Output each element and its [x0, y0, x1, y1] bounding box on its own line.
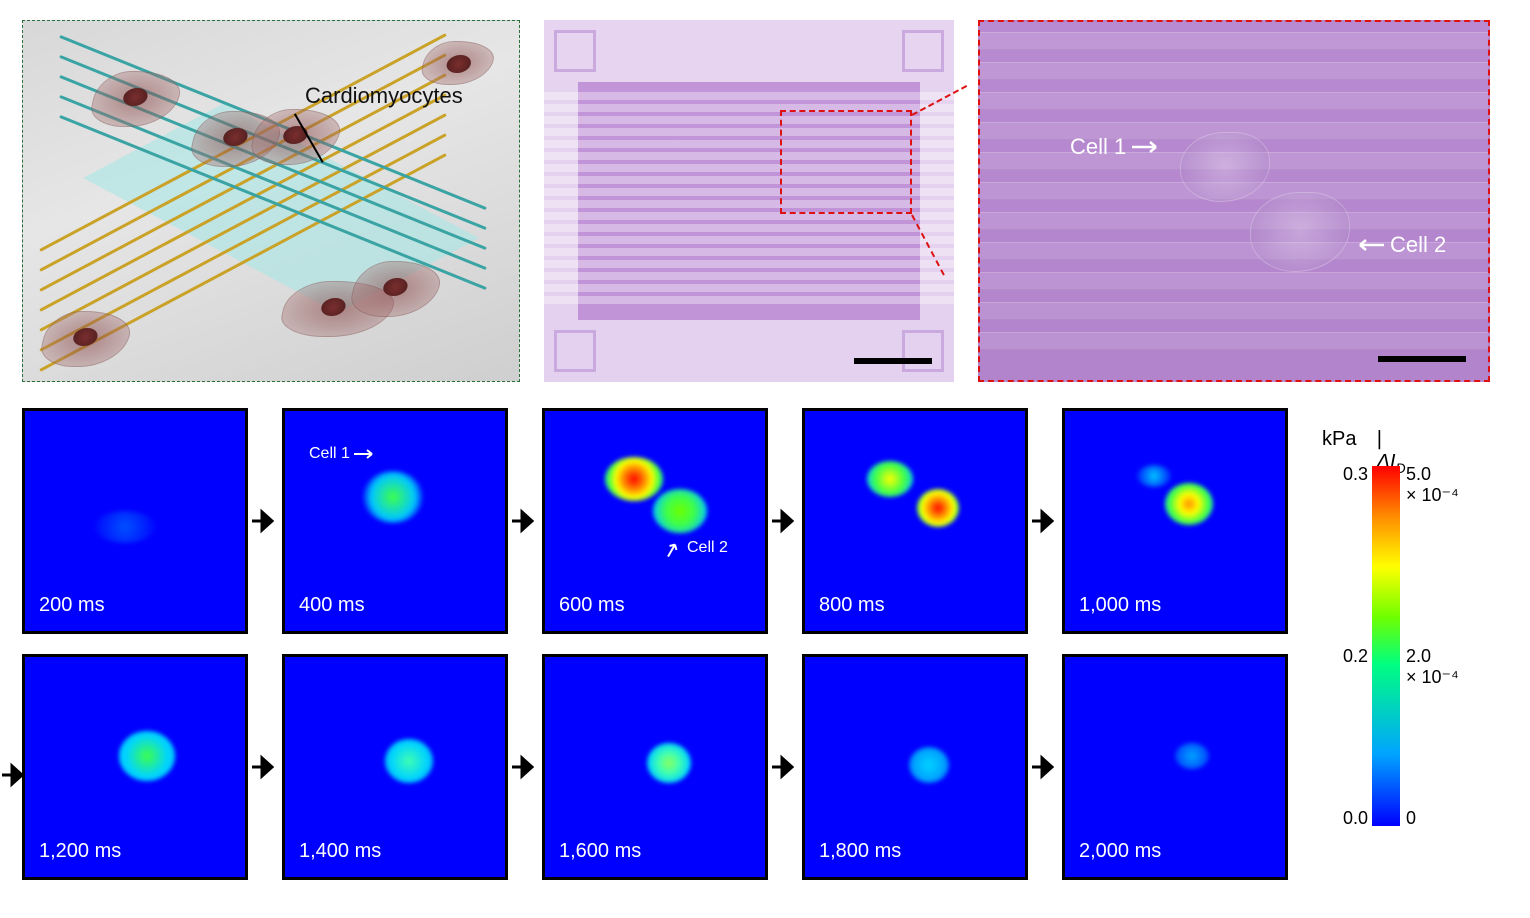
sequence-arrow [248, 506, 282, 536]
scalebar [1378, 356, 1466, 362]
cell1-text: Cell 1 [309, 445, 350, 463]
time-label: 400 ms [299, 594, 365, 617]
arrow-right-icon [510, 752, 540, 782]
signal-spot [909, 747, 949, 783]
time-label: 1,400 ms [299, 840, 381, 863]
arrow-icon [1132, 138, 1166, 156]
time-label: 1,000 ms [1079, 594, 1161, 617]
sequence-arrow [508, 752, 542, 782]
colorbar-gradient [1372, 466, 1400, 826]
arrow-icon [1350, 236, 1384, 254]
tick-exp: × 10⁻⁴ [1406, 667, 1459, 687]
alignment-marker [902, 30, 944, 72]
arrow-right-icon [250, 752, 280, 782]
frame-600ms: Cell 2 600 ms [542, 408, 768, 634]
signal-spot [647, 743, 691, 783]
top-row: Cardiomyocytes /* lines generated below … [22, 20, 1508, 382]
frame-1600ms: 1,600 ms [542, 654, 768, 880]
scalebar [854, 358, 932, 364]
arrow-right-icon [1030, 752, 1060, 782]
cell2-text: Cell 2 [1390, 232, 1446, 258]
tick-di-mid: 2.0 × 10⁻⁴ [1406, 646, 1486, 688]
signal-spot-cell1 [605, 457, 663, 501]
tick-kpa-0.0: 0.0 [1330, 808, 1368, 829]
sequence-arrow [768, 752, 802, 782]
frame-1200ms: 1,200 ms [22, 654, 248, 880]
frame-800ms: 800 ms [802, 408, 1028, 634]
arrow-right-icon [510, 506, 540, 536]
frame-400ms: Cell 1 400 ms [282, 408, 508, 634]
arrow-right-icon [1030, 506, 1060, 536]
cardiomyocyte [37, 311, 135, 367]
colorbar: kPa |ΔID / I0| 0.3 0.2 0.0 5.0 × 10⁻⁴ 2.… [1328, 428, 1400, 868]
tick-exp: × 10⁻⁴ [1406, 485, 1459, 505]
frame-2000ms: 2,000 ms [1062, 654, 1288, 880]
signal-spot-cell2 [653, 489, 707, 533]
tick-value: 2.0 [1406, 646, 1431, 666]
tick-di-top: 5.0 × 10⁻⁴ [1406, 464, 1486, 506]
sequence-arrow [1028, 752, 1062, 782]
frame-1400ms: 1,400 ms [282, 654, 508, 880]
cell2-blob [1250, 192, 1350, 272]
alignment-marker [554, 330, 596, 372]
signal-spot [95, 511, 155, 543]
microscopy-panel: /* lines generated below via template re… [544, 20, 954, 382]
cardiomyocyte [418, 41, 497, 85]
arrow-right-icon [770, 752, 800, 782]
time-label: 1,200 ms [39, 840, 121, 863]
arrow-icon [354, 447, 378, 461]
cell2-annotation: Cell 2 [663, 539, 728, 557]
frame-1000ms: 1,000 ms [1062, 408, 1288, 634]
arrow-right-icon [0, 760, 30, 790]
frame-row-1: 200 ms Cell 1 400 ms Cell 2 600 ms 800 m… [22, 408, 1508, 634]
frame-1800ms: 1,800 ms [802, 654, 1028, 880]
cell1-annotation: Cell 1 [309, 445, 378, 463]
cell2-annotation: Cell 2 [1350, 232, 1446, 258]
sequence-arrow [248, 752, 282, 782]
signal-spot [1175, 743, 1209, 769]
tick-kpa-0.2: 0.2 [1330, 646, 1368, 667]
arrow-right-icon [250, 506, 280, 536]
cell1-annotation: Cell 1 [1070, 134, 1166, 160]
signal-spot-cell1 [867, 461, 913, 497]
cell2-text: Cell 2 [687, 539, 728, 557]
cell1-text: Cell 1 [1070, 134, 1126, 160]
arrow-icon [661, 535, 685, 560]
tick-value: 5.0 [1406, 464, 1431, 484]
sequence-arrow [1028, 506, 1062, 536]
frame-row-2: 1,200 ms 1,400 ms 1,600 ms 1,800 ms 2,00… [22, 654, 1508, 880]
alignment-marker [902, 330, 944, 372]
cardiomyocytes-label: Cardiomyocytes [305, 83, 463, 109]
zoom-panel: Cell 1 Cell 2 [978, 20, 1490, 382]
sequence-arrow [508, 506, 542, 536]
tick-kpa-0.3: 0.3 [1330, 464, 1368, 485]
time-label: 1,800 ms [819, 840, 901, 863]
signal-spot-cell2 [917, 489, 959, 527]
time-label: 1,600 ms [559, 840, 641, 863]
arrow-right-icon [770, 506, 800, 536]
time-label: 600 ms [559, 594, 625, 617]
signal-spot [1137, 465, 1171, 487]
tick-di-bot: 0 [1406, 808, 1486, 829]
signal-spot [1165, 483, 1213, 525]
alignment-marker [554, 30, 596, 72]
signal-spot [119, 731, 175, 781]
time-label: 2,000 ms [1079, 840, 1161, 863]
schematic-3d-panel: Cardiomyocytes [22, 20, 520, 382]
frame-200ms: 200 ms [22, 408, 248, 634]
time-label: 800 ms [819, 594, 885, 617]
cardiomyocytes-text: Cardiomyocytes [305, 83, 463, 108]
wrap-arrow [0, 760, 30, 795]
sequence-arrow [768, 506, 802, 536]
signal-spot [363, 471, 423, 523]
signal-spot [385, 739, 433, 783]
time-label: 200 ms [39, 594, 105, 617]
